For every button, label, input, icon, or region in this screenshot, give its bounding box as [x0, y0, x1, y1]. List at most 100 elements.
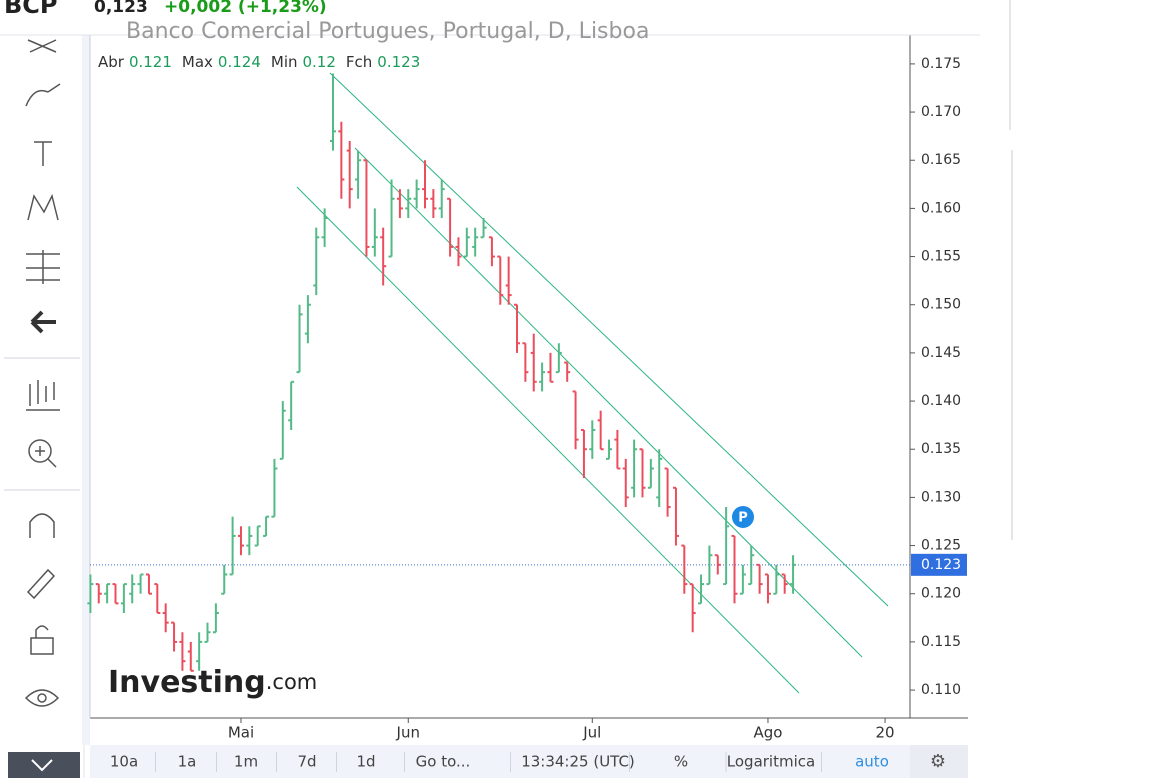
- left-toolbar: [0, 35, 82, 778]
- ohlc-bar: [296, 304, 303, 374]
- ohlc-bar: [731, 534, 738, 604]
- ohlc-bar: [547, 352, 554, 383]
- legend-label: Fch: [346, 53, 372, 71]
- ohlc-bar: [647, 458, 654, 489]
- ohlc-bar: [739, 564, 746, 595]
- tool-zoom[interactable]: [28, 439, 52, 463]
- toolbar-button[interactable]: 1a: [178, 753, 197, 771]
- ohlc-bar: [580, 428, 587, 479]
- legend-label: Min: [271, 53, 298, 71]
- y-tick-label: 0.160: [921, 200, 961, 216]
- ohlc-bar: [212, 603, 219, 634]
- ohlc-bar: [597, 410, 604, 451]
- ohlc-bar: [145, 573, 152, 595]
- ohlc-bar: [606, 439, 613, 460]
- tool-measure[interactable]: [26, 250, 60, 284]
- legend-value: 0.12: [303, 53, 336, 71]
- event-marker[interactable]: [732, 506, 754, 528]
- ohlc-bar: [438, 179, 445, 219]
- ohlc-bar: [455, 237, 462, 267]
- y-tick-label: 0.175: [921, 56, 961, 72]
- chart-subtitle: Banco Comercial Portugues, Portugal, D, …: [126, 19, 649, 44]
- settings-icon[interactable]: ⚙: [930, 751, 946, 772]
- toolbar-button[interactable]: Go to...: [416, 753, 471, 771]
- tool-lines[interactable]: [27, 39, 57, 53]
- tool-magnet[interactable]: [29, 513, 55, 538]
- toolbar-button[interactable]: 10a: [110, 753, 138, 771]
- toolbar-button[interactable]: 13:34:25 (UTC): [521, 753, 635, 771]
- y-tick-label: 0.155: [921, 249, 961, 265]
- ohlc-bar: [204, 622, 211, 643]
- legend-value: 0.121: [129, 53, 172, 71]
- tool-pattern[interactable]: [27, 193, 59, 221]
- tool-chart[interactable]: [26, 380, 60, 411]
- ohlc-bar: [714, 554, 721, 575]
- ohlc-bar: [137, 573, 144, 594]
- channel-middle: [354, 147, 863, 658]
- ohlc-bar: [288, 380, 295, 430]
- event-marker-label: P: [738, 511, 748, 526]
- ohlc-bar: [229, 516, 236, 576]
- ohlc-bar: [614, 429, 621, 470]
- ohlc-bar: [104, 583, 111, 604]
- x-tick-label: Jul: [582, 724, 601, 742]
- ohlc-bar: [120, 583, 127, 613]
- y-tick-label: 0.145: [921, 345, 961, 361]
- ohlc-bar: [589, 420, 596, 459]
- legend-value: 0.124: [218, 53, 261, 71]
- ohlc-bar: [530, 333, 537, 392]
- ohlc-bar: [472, 227, 479, 257]
- channel-lower: [296, 186, 800, 694]
- tool-eye[interactable]: [24, 689, 60, 707]
- ohlc-bar: [129, 574, 136, 604]
- toolbar-button[interactable]: %: [674, 753, 688, 771]
- ohlc-bar: [622, 458, 629, 508]
- ohlc-bar: [363, 159, 370, 257]
- toolbar-button[interactable]: Logaritmica: [727, 753, 815, 771]
- settings-box: [910, 745, 968, 778]
- ohlc-bar: [246, 526, 253, 556]
- ohlc-bar: [480, 218, 487, 239]
- ohlc-bar: [463, 227, 470, 258]
- ohlc-bar: [313, 227, 320, 296]
- y-tick-label: 0.150: [921, 297, 961, 313]
- ohlc-bar: [514, 303, 521, 353]
- watermark: Investing.com: [108, 665, 317, 700]
- collapse-button[interactable]: [8, 752, 80, 778]
- ohlc-bar: [781, 573, 788, 594]
- ohlc-bar: [355, 150, 362, 199]
- tool-eye-glyph: [37, 693, 47, 703]
- toolbar-button[interactable]: 1d: [356, 753, 375, 771]
- tool-brush[interactable]: [25, 83, 61, 107]
- tool-pencil[interactable]: [26, 568, 56, 600]
- ohlc-bar: [672, 486, 679, 546]
- watermark-suffix: .com: [266, 670, 318, 694]
- change: +0,002 (+1,23%): [164, 0, 327, 17]
- ohlc-bar: [497, 255, 504, 305]
- legend-label: Abr: [98, 53, 125, 71]
- ohlc-bar: [773, 564, 780, 595]
- legend-value: 0.123: [377, 53, 420, 71]
- tool-back[interactable]: [30, 310, 56, 334]
- tool-lock[interactable]: [30, 637, 54, 655]
- toolbar-button[interactable]: 7d: [297, 753, 316, 771]
- y-tick-label: 0.135: [921, 441, 961, 457]
- toolbar-button[interactable]: auto: [855, 753, 889, 771]
- ohlc-bar: [748, 545, 755, 586]
- ohlc-bar: [321, 208, 328, 247]
- ohlc-bar: [656, 449, 663, 508]
- ohlc-bar: [112, 583, 119, 605]
- tool-text[interactable]: [34, 141, 52, 166]
- ohlc-bar: [505, 256, 512, 305]
- ohlc-bar: [639, 448, 646, 498]
- ohlc-bar: [790, 555, 797, 594]
- collapse-icon: [31, 759, 53, 772]
- toolbar-button[interactable]: 1m: [234, 753, 258, 771]
- plot-area: [90, 35, 910, 718]
- ohlc-bar: [221, 564, 228, 595]
- y-tick-label: 0.125: [921, 538, 961, 554]
- ohlc-bar: [380, 227, 387, 286]
- ohlc-bar: [263, 515, 270, 537]
- y-tick-label: 0.140: [921, 393, 961, 409]
